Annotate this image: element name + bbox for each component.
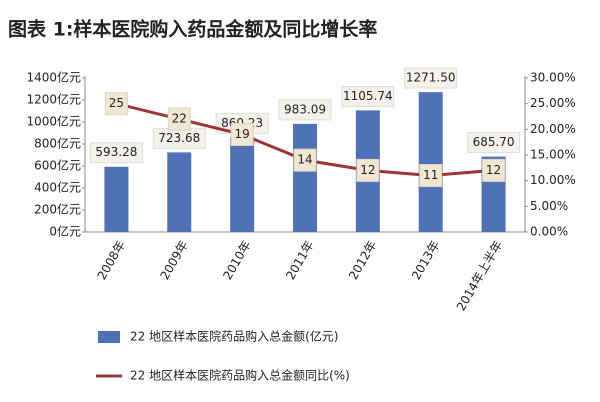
y-tick-label: 0亿元 <box>49 224 81 239</box>
data-label-box <box>293 148 317 172</box>
data-label: 983.09 <box>284 102 326 116</box>
data-label-box <box>419 164 443 188</box>
data-label-box <box>89 142 143 164</box>
data-label: 11 <box>423 168 438 182</box>
data-label-box <box>404 67 458 89</box>
data-label: 22 <box>172 112 187 126</box>
data-label: 25 <box>109 96 124 110</box>
y-tick-label: 800亿元 <box>34 136 81 151</box>
legend-label: 22 地区样本医院药品购入总金额(亿元) <box>130 329 338 344</box>
y2-tick-label: 25.00% <box>530 96 576 110</box>
y2-tick-label: 0.00% <box>530 225 568 239</box>
data-label-box <box>482 158 506 182</box>
y2-tick-label: 10.00% <box>530 173 576 187</box>
y2-tick-label: 15.00% <box>530 148 576 162</box>
data-label-box <box>341 85 395 107</box>
data-label: 1271.50 <box>406 71 456 85</box>
data-label-box <box>167 107 191 131</box>
data-label-box <box>230 122 254 146</box>
bar <box>293 123 317 232</box>
y-tick-label: 200亿元 <box>34 202 81 217</box>
y-tick-label: 1000亿元 <box>26 114 81 129</box>
legend-swatch <box>98 331 120 343</box>
bar <box>230 137 255 232</box>
data-label: 723.68 <box>158 131 200 145</box>
y-tick-label: 1400亿元 <box>26 70 81 85</box>
data-label: 14 <box>297 153 312 167</box>
y2-tick-label: 30.00% <box>530 71 576 85</box>
data-label: 12 <box>360 163 375 177</box>
data-label-box <box>278 99 332 121</box>
y-tick-label: 400亿元 <box>34 180 81 195</box>
chart-title: 图表 1:样本医院购入药品金额及同比增长率 <box>8 18 377 41</box>
data-label: 685.70 <box>473 135 515 149</box>
y2-tick-label: 20.00% <box>530 122 576 136</box>
data-label: 12 <box>486 163 501 177</box>
legend-label: 22 地区样本医院药品购入总金额同比(%) <box>130 368 350 383</box>
data-label: 19 <box>235 127 250 141</box>
data-label-box <box>467 132 521 154</box>
data-label: 593.28 <box>95 145 137 159</box>
data-label-box <box>104 92 128 116</box>
y2-tick-label: 5.00% <box>530 199 568 213</box>
bar <box>104 166 129 232</box>
bar <box>418 92 443 232</box>
y-tick-label: 1200亿元 <box>26 92 81 107</box>
bar <box>167 152 192 232</box>
data-label: 1105.74 <box>343 89 393 103</box>
data-label-box <box>356 158 380 182</box>
y-tick-label: 600亿元 <box>34 158 81 173</box>
